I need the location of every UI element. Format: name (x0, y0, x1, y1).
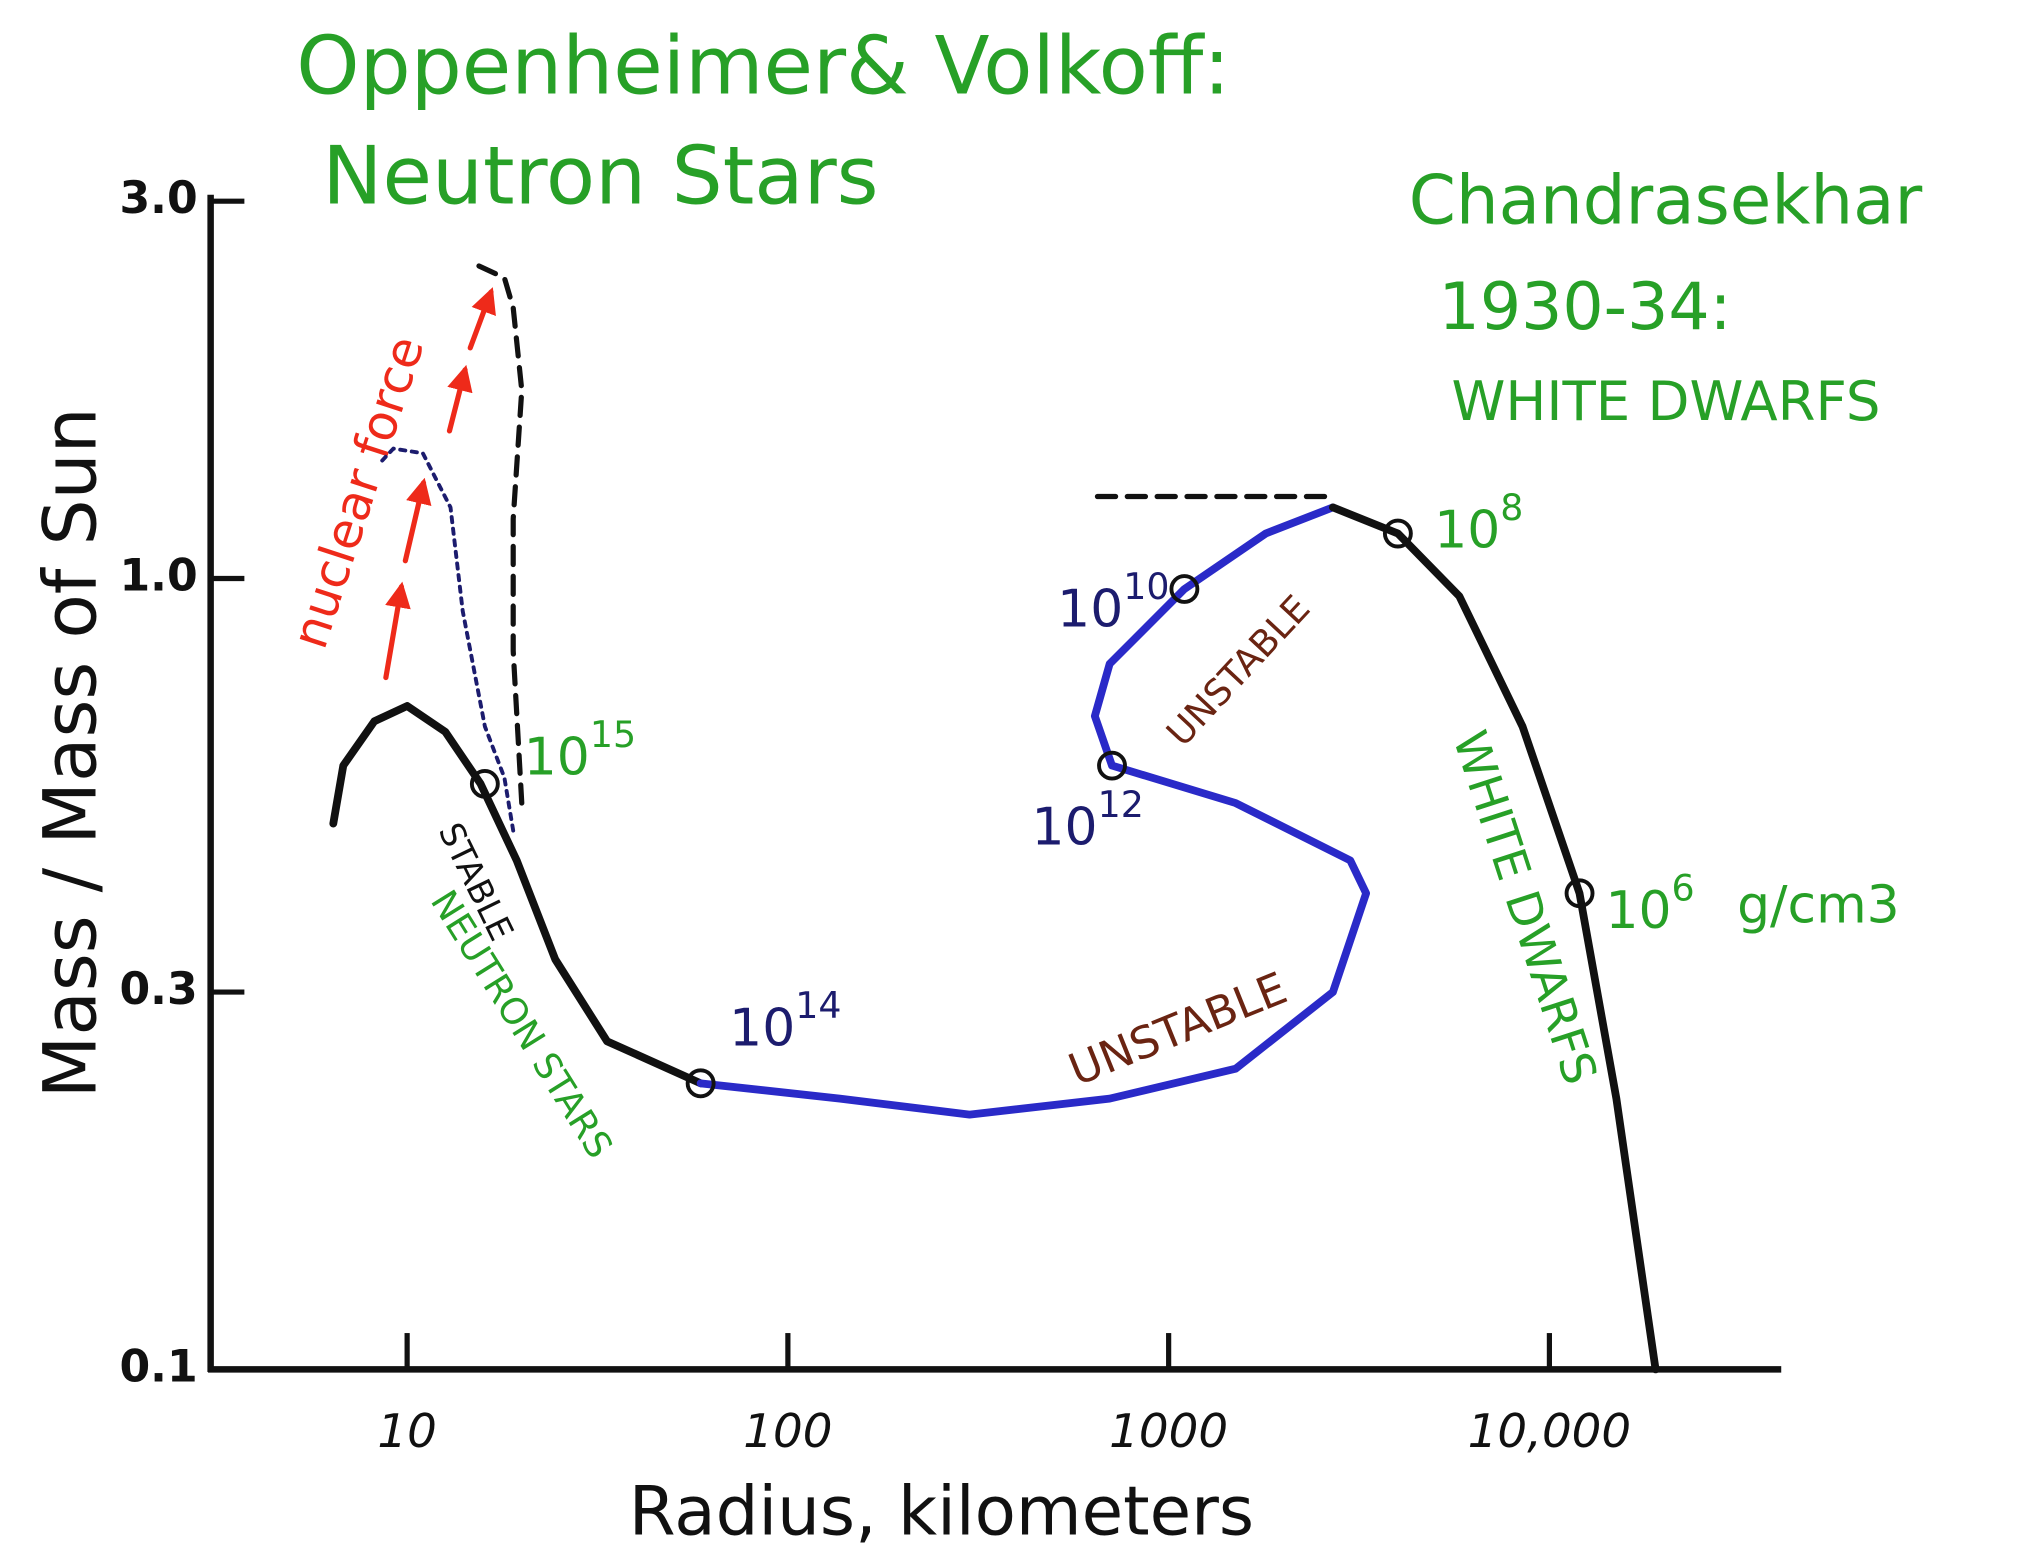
density-base: 10 (1434, 501, 1500, 561)
density-exponent: 15 (590, 713, 636, 756)
series-line (474, 264, 522, 803)
density-base: 10 (1057, 579, 1123, 639)
density-label: 1012 (1032, 783, 1144, 857)
density-exponent: 12 (1098, 783, 1144, 826)
arrow (386, 587, 402, 678)
density-base: 10 (524, 728, 590, 788)
annotation: nuclear force (280, 329, 435, 655)
x-tick-label: 1000 (1109, 1405, 1228, 1459)
y-tick-label: 1.0 (119, 551, 197, 602)
density-base: 10 (1606, 881, 1672, 941)
density-base: 10 (729, 998, 795, 1058)
chart-subtitle: 1930-34: (1439, 270, 1732, 345)
y-tick-label: 0.3 (119, 964, 197, 1015)
chart-title: Oppenheimer& Volkoff: (296, 18, 1230, 112)
x-axis-label: Radius, kilometers (629, 1472, 1254, 1551)
chart-title: Neutron Stars (322, 129, 878, 223)
y-tick-label: 0.1 (119, 1341, 197, 1392)
chart-subtitle: WHITE DWARFS (1452, 369, 1881, 433)
density-label: 1010 (1057, 565, 1169, 639)
density-exponent: 14 (795, 984, 841, 1027)
density-label: 1014 (729, 984, 841, 1058)
y-axis-label: Mass / Mass of Sun (30, 407, 114, 1098)
y-tick-label: 3.0 (119, 173, 197, 224)
density-exponent: 8 (1500, 486, 1523, 529)
density-base: 10 (1032, 798, 1098, 858)
chart: Oppenheimer& Volkoff: Neutron Stars Chan… (0, 0, 2036, 1568)
annotation: g/cm3 (1737, 876, 1900, 936)
x-tick-label: 100 (743, 1405, 832, 1459)
chart-subtitle: Chandrasekhar (1409, 161, 1923, 240)
annotation: UNSTABLE (1158, 587, 1318, 755)
density-label: 106 (1606, 867, 1695, 941)
x-tick-label: 10 (377, 1405, 436, 1459)
page: {"chart_data": { "type": "line", "title"… (0, 0, 2036, 1568)
density-exponent: 6 (1672, 867, 1695, 910)
arrow (470, 292, 491, 348)
arrow (449, 370, 465, 431)
annotation: NEUTRON STARS (422, 883, 621, 1166)
annotation: UNSTABLE (1062, 963, 1294, 1096)
x-tick-label: 10,000 (1468, 1405, 1631, 1459)
density-exponent: 10 (1123, 565, 1169, 608)
density-label: 1015 (524, 713, 636, 787)
density-label: 108 (1434, 486, 1523, 560)
arrow (405, 483, 423, 561)
